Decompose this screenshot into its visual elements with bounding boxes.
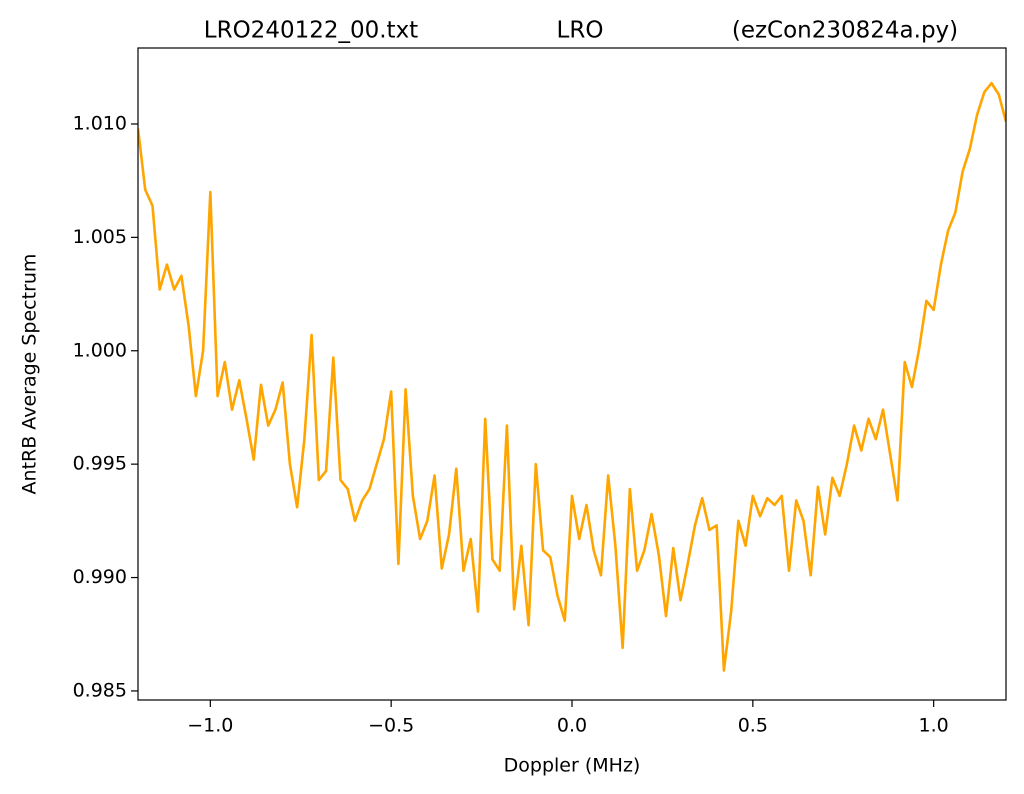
y-tick-label: 0.995 [73,453,127,475]
y-tick-label: 1.005 [73,226,127,248]
y-axis-label: AntRB Average Spectrum [19,254,41,495]
plot-frame [137,47,1007,701]
x-axis-label: Doppler (MHz) [504,755,641,777]
title-part: LRO [557,18,604,44]
x-tick-label: 0.0 [557,715,587,737]
data-line [138,81,1006,672]
x-tick-label: −0.5 [368,715,414,737]
x-tick-label: −1.0 [187,715,233,737]
title-part: (ezCon230824a.py) [732,18,958,44]
y-tick-label: 1.000 [73,339,127,361]
y-tick-label: 0.990 [73,566,127,588]
y-tick-label: 1.010 [73,112,127,134]
x-tick-label: 0.5 [738,715,768,737]
y-tick-label: 0.985 [73,679,127,701]
x-tick-label: 1.0 [919,715,949,737]
title-part: LRO240122_00.txt [204,18,418,44]
